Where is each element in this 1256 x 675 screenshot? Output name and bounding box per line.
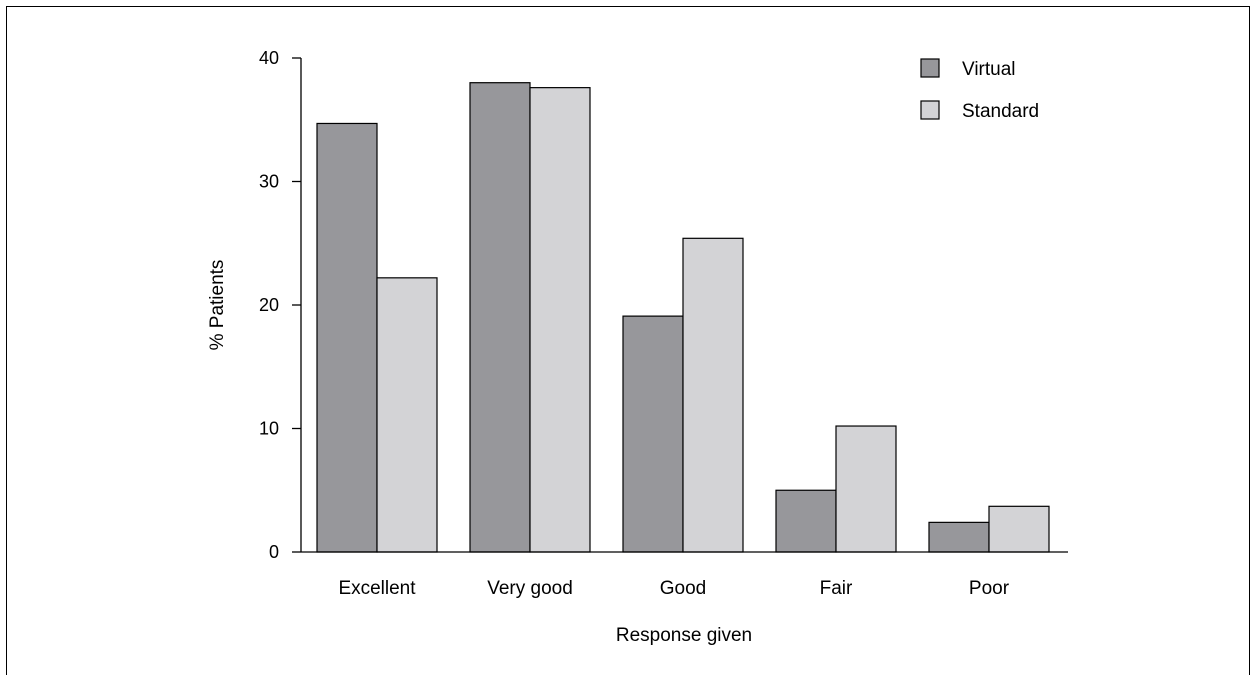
bar-virtual-poor	[928, 521, 990, 553]
x-axis-title: Response given	[616, 625, 752, 646]
y-tick-label: 10	[259, 419, 279, 439]
bars-layer	[316, 82, 1050, 553]
legend-swatch-virtual	[920, 58, 940, 78]
y-ticks: 0 10 20 30 40	[259, 48, 301, 562]
y-tick-label: 0	[269, 542, 279, 562]
y-axis-title: % Patients	[207, 260, 228, 351]
bar-virtual-very-good	[469, 82, 531, 553]
x-tick-label-fair: Fair	[820, 578, 853, 599]
legend-label-standard: Standard	[962, 101, 1039, 122]
bar-virtual-excellent	[316, 122, 378, 553]
legend-label-virtual: Virtual	[962, 59, 1016, 80]
y-tick-label: 40	[259, 48, 279, 68]
bar-standard-very-good	[529, 87, 591, 553]
bar-virtual-good	[622, 315, 684, 553]
bar-standard-excellent	[376, 277, 438, 553]
bar-standard-poor	[988, 505, 1050, 553]
x-tick-label-very-good: Very good	[487, 578, 573, 599]
y-tick-label: 20	[259, 295, 279, 315]
bar-standard-fair	[835, 425, 897, 553]
x-tick-label-good: Good	[660, 578, 706, 599]
x-tick-label-poor: Poor	[969, 578, 1010, 599]
x-tick-label-excellent: Excellent	[338, 578, 416, 599]
legend: Virtual Standard	[920, 58, 1039, 122]
legend-swatch-standard	[920, 100, 940, 120]
x-category-labels: Excellent Very good Good Fair Poor	[338, 578, 1009, 599]
bar-virtual-fair	[775, 489, 837, 553]
y-tick-label: 30	[259, 172, 279, 192]
bar-standard-good	[682, 237, 744, 553]
